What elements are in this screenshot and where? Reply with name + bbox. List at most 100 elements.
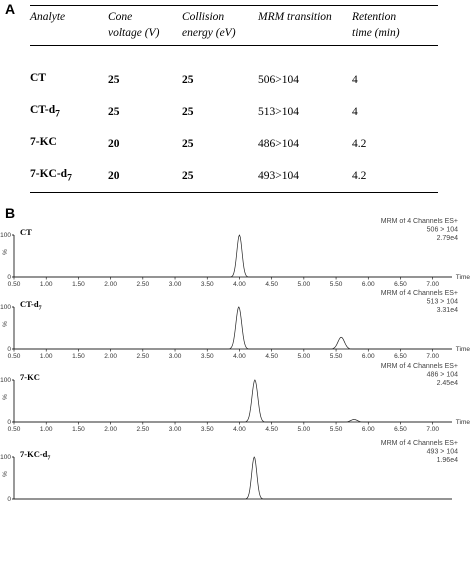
- collision-energy-cell: 25: [182, 138, 194, 150]
- analyte-subscript: 7: [55, 108, 60, 120]
- x-tick-label: 1.50: [72, 353, 85, 360]
- header-mrm-transition: MRM transition: [258, 11, 332, 23]
- trace-label-subscript: 7: [47, 456, 50, 462]
- trace-label: 7-KC-d7: [20, 449, 50, 462]
- analyte-name: CT-d: [30, 104, 56, 117]
- header-analyte: Analyte: [30, 11, 66, 23]
- x-tick-label: 3.50: [201, 353, 214, 360]
- collision-energy-cell: 25: [182, 74, 194, 86]
- table-row: 7-KC 20 25 486>104 4.2: [30, 128, 438, 160]
- channel-info-line: 1.96e4: [437, 457, 459, 464]
- x-tick-label: 4.50: [265, 281, 278, 288]
- panel-b-label: B: [5, 205, 16, 221]
- analyte-cell: CT: [30, 46, 108, 97]
- chromatogram-trace: [14, 306, 452, 350]
- header-cone-voltage: Cone voltage (V): [108, 11, 160, 39]
- x-tick-label: 3.00: [169, 353, 182, 360]
- channel-info-line: 506 > 104: [427, 227, 458, 234]
- mrm-transition-cell: 493>104: [258, 170, 299, 182]
- x-tick-label: 2.00: [104, 353, 117, 360]
- x-tick-label: 3.00: [169, 281, 182, 288]
- trace-label-text: 7-KC-d: [20, 449, 48, 459]
- x-tick-label: 4.50: [265, 353, 278, 360]
- analyte-cell: CT-d7: [30, 96, 108, 128]
- mrm-transition-cell: 486>104: [258, 138, 299, 150]
- cone-voltage-cell: 20: [108, 170, 120, 182]
- trace-label: 7-KC: [20, 372, 40, 382]
- trace-label: CT-d7: [20, 299, 42, 312]
- cone-voltage-cell: 20: [108, 138, 120, 150]
- x-tick-label: 6.00: [362, 353, 375, 360]
- x-tick-label: 5.50: [330, 353, 343, 360]
- retention-time-cell: 4.2: [352, 170, 367, 182]
- x-tick-label: 7.00: [426, 353, 439, 360]
- channel-info-line: MRM of 4 Channels ES+: [381, 218, 458, 225]
- channel-info-line: 3.31e4: [437, 307, 459, 314]
- x-tick-label: 5.50: [330, 426, 343, 433]
- x-tick-label: 3.50: [201, 281, 214, 288]
- header-retention-time: Retention time (min): [352, 11, 400, 39]
- retention-time-cell: 4: [352, 106, 358, 118]
- x-tick-label: 5.00: [298, 281, 311, 288]
- chromatogram-trace: [14, 234, 452, 278]
- x-tick-label: 2.00: [104, 426, 117, 433]
- channel-info-line: 486 > 104: [427, 372, 458, 379]
- x-tick-label: 7.00: [426, 426, 439, 433]
- x-axis-label: Time: [456, 419, 471, 426]
- trace-label-subscript: 7: [39, 306, 42, 312]
- header-collision-energy: Collision energy (eV): [182, 11, 236, 39]
- x-tick-label: 1.00: [40, 281, 53, 288]
- x-tick-label: 3.00: [169, 426, 182, 433]
- y-axis-label: %: [2, 394, 9, 400]
- x-tick-label: 0.50: [8, 353, 21, 360]
- x-tick-label: 4.00: [233, 353, 246, 360]
- channel-info-line: MRM of 4 Channels ES+: [381, 363, 458, 370]
- x-tick-label: 1.00: [40, 353, 53, 360]
- x-tick-label: 6.50: [394, 281, 407, 288]
- panel-a-label: A: [5, 1, 16, 17]
- trace-label-text: CT: [20, 227, 32, 237]
- x-tick-label: 5.00: [298, 426, 311, 433]
- channel-info-line: 513 > 104: [427, 299, 458, 306]
- collision-energy-cell: 25: [182, 170, 194, 182]
- chromatogram-trace: [14, 456, 452, 500]
- table-row: CT-d7 25 25 513>104 4: [30, 96, 438, 128]
- trace-label-text: 7-KC: [20, 372, 40, 382]
- channel-info-line: MRM of 4 Channels ES+: [381, 440, 458, 447]
- x-tick-label: 4.00: [233, 426, 246, 433]
- x-tick-label: 6.50: [394, 426, 407, 433]
- x-axis-label: Time: [456, 346, 471, 353]
- y-axis-label: %: [2, 249, 9, 255]
- table-row: CT 25 25 506>104 4: [30, 46, 438, 97]
- analyte-subscript: 7: [67, 172, 72, 184]
- trace-label: CT: [20, 227, 32, 237]
- cone-voltage-cell: 25: [108, 106, 120, 118]
- y-tick-label: 100: [0, 377, 11, 384]
- x-tick-label: 0.50: [8, 281, 21, 288]
- y-tick-label: 0: [7, 346, 11, 353]
- y-tick-label: 0: [7, 419, 11, 426]
- x-tick-label: 6.00: [362, 426, 375, 433]
- x-tick-label: 5.50: [330, 281, 343, 288]
- y-axis-label: %: [2, 321, 9, 327]
- mrm-transition-cell: 513>104: [258, 106, 299, 118]
- chromatogram-trace: [14, 379, 452, 423]
- analyte-cell: 7-KC-d7: [30, 160, 108, 193]
- analyte-name: CT: [30, 72, 46, 85]
- mrm-parameters-table: Analyte Cone voltage (V) Collision energ…: [30, 5, 438, 193]
- y-tick-label: 0: [7, 274, 11, 281]
- y-tick-label: 100: [0, 304, 11, 311]
- table-header-row: Analyte Cone voltage (V) Collision energ…: [30, 5, 438, 46]
- x-tick-label: 2.50: [136, 281, 149, 288]
- x-tick-label: 5.00: [298, 353, 311, 360]
- x-tick-label: 2.00: [104, 281, 117, 288]
- x-tick-label: 6.00: [362, 281, 375, 288]
- analyte-name: 7-KC-d: [30, 168, 68, 181]
- retention-time-cell: 4: [352, 74, 358, 86]
- y-axis-label: %: [2, 471, 9, 477]
- retention-time-cell: 4.2: [352, 138, 367, 150]
- y-tick-label: 100: [0, 454, 11, 461]
- x-tick-label: 1.00: [40, 426, 53, 433]
- collision-energy-cell: 25: [182, 106, 194, 118]
